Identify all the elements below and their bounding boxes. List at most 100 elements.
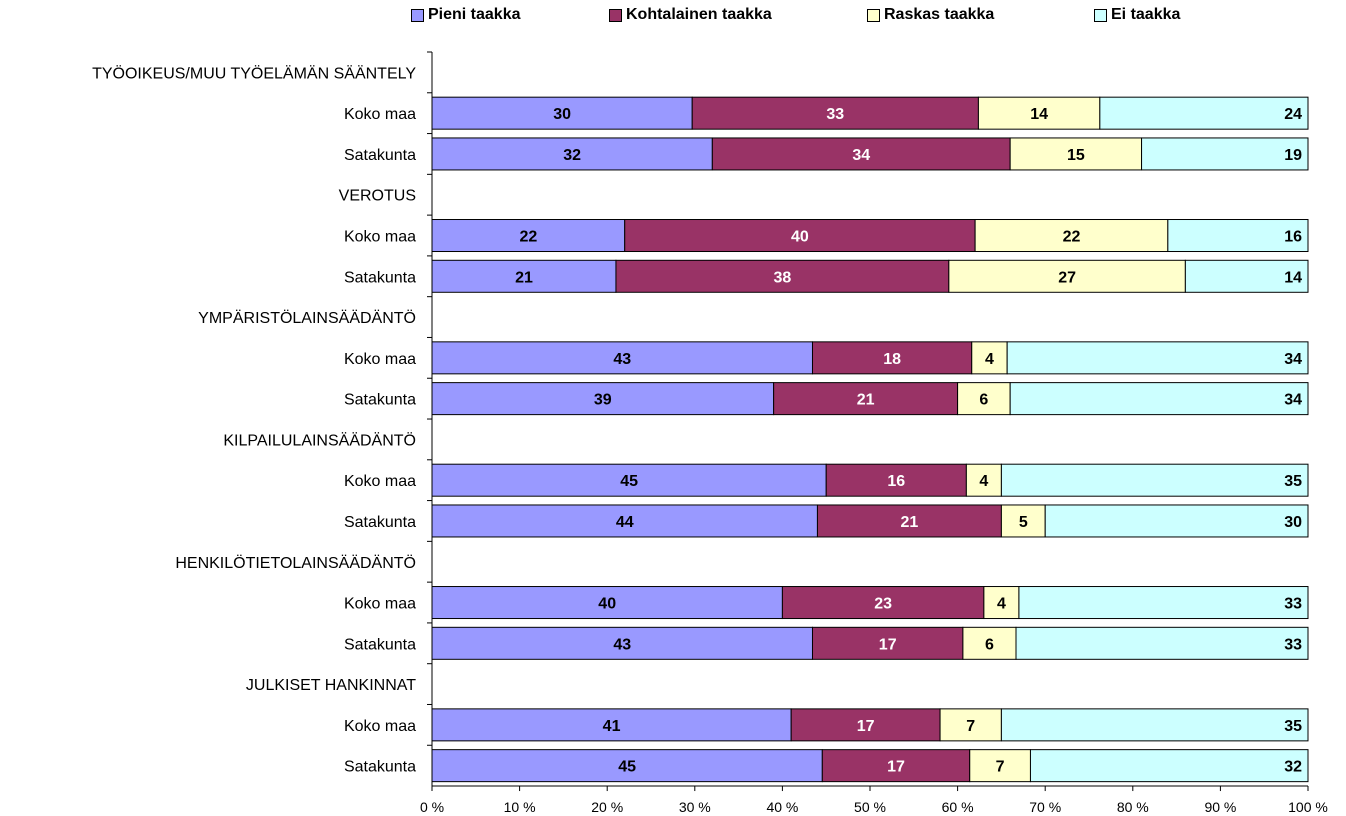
data-label: 14 [1284,269,1302,286]
data-label: 32 [1284,759,1302,776]
data-label: 33 [1284,596,1302,613]
data-label: 40 [791,229,809,246]
bar-segment [965,463,1002,497]
row-label: Koko maa [344,596,416,613]
bar-segment [691,96,979,130]
bar-segment [811,626,964,660]
data-label: 44 [616,514,634,531]
bar-segment [431,137,713,171]
bar-segment [1044,504,1309,538]
bar-segment [939,708,1002,742]
x-tick-label: 50 % [854,799,886,815]
bar-segment [962,626,1017,660]
legend-item-ei-taakka: Ei taakka [1094,6,1180,24]
data-label: 6 [979,392,988,409]
data-label: 21 [515,269,533,286]
data-label: 32 [563,147,581,164]
x-tick-label: 70 % [1029,799,1061,815]
data-label: 14 [1030,106,1048,123]
category-label: YMPÄRISTÖLAINSÄÄDÄNTÖ [198,309,416,327]
legend-swatch [1094,8,1107,22]
bar-segment [1184,259,1309,293]
category-label: HENKILÖTIETOLAINSÄÄDÄNTÖ [175,554,416,572]
legend: Pieni taakka Kohtalainen taakka Raskas t… [0,0,1346,36]
data-label: 43 [613,351,631,368]
data-label: 19 [1284,147,1302,164]
data-label: 30 [1284,514,1302,531]
data-label: 23 [874,596,892,613]
data-label: 34 [1284,351,1302,368]
bar-segment [974,219,1169,253]
data-label: 16 [887,473,905,490]
data-label: 4 [979,473,988,490]
bar-segment [711,137,1011,171]
bar-segment [615,259,950,293]
data-label: 24 [1284,106,1302,123]
row-label: Satakunta [344,759,416,776]
data-label: 4 [985,351,994,368]
bar-segment [1000,504,1046,538]
data-label: 30 [553,106,571,123]
data-label: 16 [1284,229,1302,246]
data-label: 17 [887,759,905,776]
data-label: 33 [826,106,844,123]
bar-segment [1009,382,1309,416]
data-label: 4 [997,596,1006,613]
category-label: VEROTUS [339,188,416,205]
row-label: Koko maa [344,229,416,246]
data-label: 21 [857,392,875,409]
legend-swatch [867,8,880,22]
bar-segment [971,341,1008,375]
legend-item-pieni-taakka: Pieni taakka [411,6,521,24]
bar-segment [1015,626,1309,660]
x-tick-label: 0 % [420,799,444,815]
data-label: 40 [598,596,616,613]
x-tick-label: 80 % [1117,799,1149,815]
row-label: Satakunta [344,392,416,409]
bar-segment [781,586,985,620]
row-label: Satakunta [344,514,416,531]
data-label: 18 [883,351,901,368]
data-label: 45 [618,759,636,776]
data-label: 17 [879,636,897,653]
bar-segment [431,463,827,497]
bar-segment [773,382,959,416]
x-tick-label: 90 % [1204,799,1236,815]
bar-segment [957,382,1011,416]
bar-segment [624,219,976,253]
bar-segment [1141,137,1309,171]
bar-segment [1018,586,1309,620]
data-label: 27 [1058,269,1076,286]
bar-segment [811,341,973,375]
category-label: KILPAILULAINSÄÄDÄNTÖ [223,431,416,449]
data-label: 6 [985,636,994,653]
data-label: 22 [1063,229,1081,246]
bar-segment [431,382,775,416]
legend-swatch [609,8,622,22]
bar-segment [431,708,792,742]
bar-segment [1000,463,1309,497]
legend-swatch [411,8,424,22]
x-tick-label: 100 % [1288,799,1328,815]
data-label: 45 [620,473,638,490]
x-tick-label: 40 % [766,799,798,815]
data-label: 15 [1067,147,1085,164]
data-label: 5 [1019,514,1028,531]
x-tick-label: 60 % [942,799,974,815]
legend-label: Raskas taakka [884,6,995,23]
bar-segment [1029,749,1309,783]
data-label: 7 [966,718,975,735]
x-tick-label: 10 % [504,799,536,815]
row-label: Satakunta [344,636,416,653]
data-label: 21 [901,514,919,531]
row-label: Satakunta [344,269,416,286]
bar-segment [790,708,941,742]
x-tick-label: 20 % [591,799,623,815]
data-label: 35 [1284,718,1302,735]
data-label: 38 [774,269,792,286]
bar-segment [948,259,1186,293]
legend-label: Pieni taakka [428,6,521,23]
data-label: 17 [857,718,875,735]
category-label: TYÖOIKEUS/MUU TYÖELÄMÄN SÄÄNTELY [92,64,416,82]
